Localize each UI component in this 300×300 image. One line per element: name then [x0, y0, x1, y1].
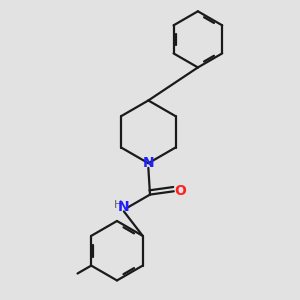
Text: N: N: [117, 200, 129, 214]
Text: N: N: [142, 156, 154, 170]
Text: H: H: [114, 200, 122, 211]
Text: O: O: [174, 184, 186, 198]
